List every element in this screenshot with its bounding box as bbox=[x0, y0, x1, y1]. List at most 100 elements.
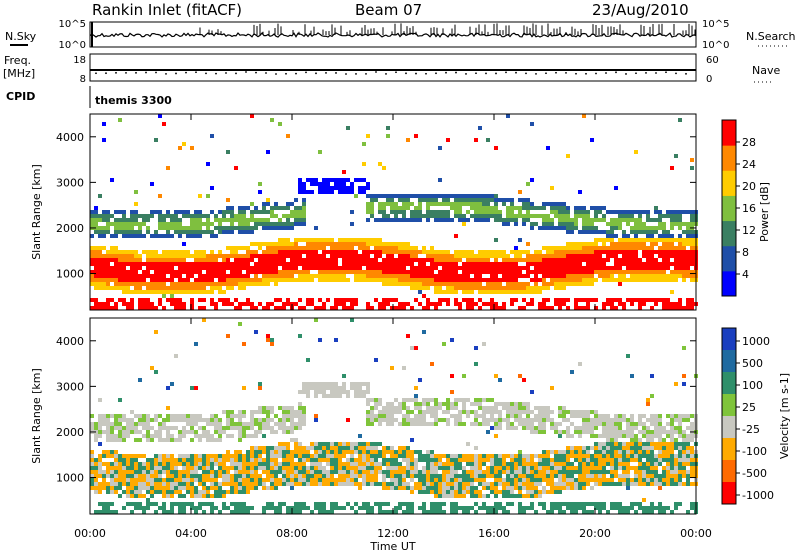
heatmap-cell bbox=[150, 502, 154, 506]
heatmap-cell bbox=[614, 278, 618, 282]
heatmap-cell bbox=[274, 226, 278, 230]
heatmap-cell bbox=[154, 430, 158, 434]
heatmap-cell bbox=[290, 210, 294, 214]
heatmap-cell bbox=[242, 470, 246, 474]
heatmap-cell bbox=[98, 466, 102, 470]
heatmap-cell bbox=[250, 202, 254, 206]
heatmap-cell bbox=[118, 274, 122, 278]
heatmap-cell bbox=[310, 386, 314, 390]
heatmap-cell bbox=[142, 482, 146, 486]
heatmap-cell bbox=[430, 510, 434, 514]
heatmap-cell bbox=[106, 230, 110, 234]
heatmap-cell bbox=[522, 454, 526, 458]
heatmap-cell bbox=[314, 414, 318, 418]
heatmap-cell bbox=[94, 222, 98, 226]
heatmap-cell bbox=[394, 202, 398, 206]
heatmap-cell bbox=[278, 254, 282, 258]
heatmap-cell bbox=[282, 278, 286, 282]
heatmap-cell bbox=[474, 210, 478, 214]
heatmap-cell bbox=[410, 270, 414, 274]
heatmap-cell bbox=[670, 218, 674, 222]
heatmap-cell bbox=[182, 478, 186, 482]
heatmap-cell bbox=[450, 290, 454, 294]
heatmap-cell bbox=[166, 298, 170, 302]
heatmap-cell bbox=[386, 418, 390, 422]
heatmap-cell bbox=[650, 270, 654, 274]
heatmap-cell bbox=[282, 450, 286, 454]
heatmap-cell bbox=[478, 398, 482, 402]
heatmap-cell bbox=[238, 278, 242, 282]
heatmap-cell bbox=[546, 146, 550, 150]
heatmap-cell bbox=[298, 406, 302, 410]
heatmap-cell bbox=[670, 306, 674, 310]
heatmap-cell bbox=[546, 298, 550, 302]
heatmap-cell bbox=[562, 210, 566, 214]
heatmap-cell bbox=[490, 298, 494, 302]
heatmap-cell bbox=[274, 214, 278, 218]
heatmap-cell bbox=[530, 466, 534, 470]
heatmap-cell bbox=[206, 418, 210, 422]
heatmap-cell bbox=[570, 218, 574, 222]
heatmap-cell bbox=[470, 410, 474, 414]
heatmap-cell bbox=[582, 266, 586, 270]
heatmap-cell bbox=[134, 490, 138, 494]
heatmap-cell bbox=[242, 454, 246, 458]
heatmap-cell bbox=[562, 454, 566, 458]
heatmap-cell bbox=[178, 462, 182, 466]
heatmap-cell bbox=[610, 298, 614, 302]
heatmap-cell bbox=[358, 262, 362, 266]
heatmap-cell bbox=[294, 462, 298, 466]
heatmap-cell bbox=[574, 430, 578, 434]
heatmap-cell bbox=[510, 278, 514, 282]
heatmap-cell bbox=[274, 262, 278, 266]
heatmap-cell bbox=[338, 250, 342, 254]
heatmap-cell bbox=[622, 262, 626, 266]
heatmap-cell bbox=[470, 474, 474, 478]
heatmap-cell bbox=[654, 266, 658, 270]
heatmap-cell bbox=[90, 298, 94, 302]
heatmap-cell bbox=[382, 462, 386, 466]
heatmap-cell bbox=[230, 250, 234, 254]
heatmap-cell bbox=[258, 254, 262, 258]
heatmap-cell bbox=[414, 398, 418, 402]
heatmap-cell bbox=[350, 262, 354, 266]
heatmap-cell bbox=[366, 186, 370, 190]
heatmap-cell bbox=[310, 446, 314, 450]
heatmap-cell bbox=[366, 458, 370, 462]
heatmap-cell bbox=[266, 150, 270, 154]
heatmap-cell bbox=[270, 342, 274, 346]
heatmap-cell bbox=[518, 458, 522, 462]
heatmap-cell bbox=[514, 222, 518, 226]
heatmap-cell bbox=[262, 426, 266, 430]
heatmap-cell bbox=[470, 258, 474, 262]
heatmap-cell bbox=[594, 270, 598, 274]
heatmap-cell bbox=[90, 282, 94, 286]
heatmap-cell bbox=[522, 218, 526, 222]
heatmap-cell bbox=[454, 470, 458, 474]
heatmap-cell bbox=[602, 206, 606, 210]
heatmap-cell bbox=[266, 210, 270, 214]
heatmap-cell bbox=[638, 222, 642, 226]
heatmap-cell bbox=[178, 290, 182, 294]
heatmap-cell bbox=[434, 194, 438, 198]
heatmap-cell bbox=[566, 474, 570, 478]
heatmap-cell bbox=[390, 250, 394, 254]
heatmap-cell bbox=[550, 510, 554, 514]
heatmap-cell bbox=[642, 226, 646, 230]
heatmap-cell bbox=[450, 462, 454, 466]
heatmap-cell bbox=[390, 210, 394, 214]
heatmap-cell bbox=[310, 298, 314, 302]
heatmap-cell bbox=[498, 466, 502, 470]
heatmap-cell bbox=[342, 478, 346, 482]
heatmap-cell bbox=[410, 438, 414, 442]
heatmap-cell bbox=[262, 278, 266, 282]
heatmap-cell bbox=[326, 454, 330, 458]
heatmap-cell bbox=[322, 510, 326, 514]
heatmap-cell bbox=[614, 210, 618, 214]
heatmap-cell bbox=[162, 438, 166, 442]
heatmap-cell bbox=[290, 262, 294, 266]
heatmap-cell bbox=[518, 282, 522, 286]
heatmap-cell bbox=[286, 202, 290, 206]
heatmap-cell bbox=[246, 302, 250, 306]
heatmap-cell bbox=[282, 262, 286, 266]
